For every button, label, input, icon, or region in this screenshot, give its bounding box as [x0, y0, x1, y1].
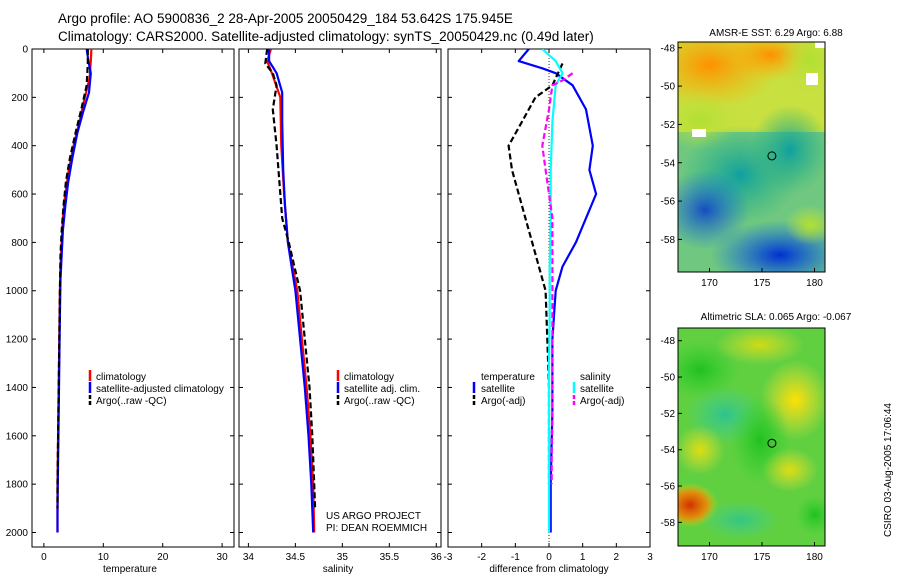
sst-map-title: AMSR-E SST: 6.29 Argo: 6.88 [709, 28, 843, 39]
legend-label-argo: Argo(..raw -QC) [96, 396, 167, 407]
x-tick-label: 3 [647, 552, 653, 563]
series-line-salinity-satellite [541, 49, 564, 533]
y-tick-label: 0 [22, 45, 28, 56]
legend-label-satellite-clim: satellite adj. clim. [344, 384, 420, 395]
x-tick-label: 35.5 [380, 552, 400, 563]
x-tick-label: 2 [614, 552, 620, 563]
x-tick-label: 35 [337, 552, 349, 563]
difference-legend: temperature satellite Argo(-adj) salinit… [472, 372, 624, 407]
x-tick-label: 1 [580, 552, 586, 563]
x-tick-label: -1 [511, 552, 520, 563]
lat-tick-label: -48 [661, 43, 676, 54]
y-tick-label: 800 [11, 238, 28, 249]
y-tick-label: 1800 [6, 480, 29, 491]
profile-title: Argo profile: AO 5900836_2 28-Apr-2005 2… [58, 11, 513, 26]
legend-label-sal-satellite: satellite [580, 384, 614, 395]
y-tick-label: 1600 [6, 431, 29, 442]
legend-label-satellite-clim: satellite-adjusted climatology [96, 384, 224, 395]
series-line-temperature-satellite [517, 49, 598, 533]
project-line-2: PI: DEAN ROEMMICH [326, 523, 427, 534]
legend-label-temperature: temperature [481, 372, 535, 383]
lat-tick-label: -52 [661, 409, 676, 420]
salinity-panel: 34 34.5 35 35.5 36 salinity climatology sate… [238, 48, 443, 575]
series-line-argo-raw-qc- [264, 49, 317, 509]
legend-label-argo: Argo(..raw -QC) [344, 396, 415, 407]
series-line-argo-raw-qc- [56, 49, 89, 509]
sla-map-image [678, 328, 825, 546]
sla-map-frame [677, 327, 826, 547]
temperature-panel: 0 10 20 30 0 200 400 600 800 1000 1200 1400 1600 1800… [6, 45, 235, 575]
legend-label-sal-argo: Argo(-adj) [580, 396, 624, 407]
lat-tick-label: -48 [661, 336, 676, 347]
difference-xlabel: difference from climatology [489, 564, 608, 575]
lat-tick-label: -58 [661, 235, 676, 246]
series-line-temperature-argo-adj- [507, 63, 564, 485]
lat-tick-label: -54 [661, 158, 676, 169]
lat-tick-label: -52 [661, 120, 676, 131]
sst-map-frame [677, 41, 826, 273]
x-tick-label: 34.5 [286, 552, 306, 563]
x-tick-label: 0 [546, 552, 552, 563]
x-tick-label: 30 [217, 552, 229, 563]
lon-tick-label: 180 [806, 552, 823, 563]
x-tick-label: -2 [477, 552, 486, 563]
lat-tick-label: -54 [661, 445, 676, 456]
sst-map-image [678, 42, 825, 272]
temperature-axes-box [31, 48, 235, 548]
sst-map-panel: AMSR-E SST: 6.29 Argo: 6.88 -48 -50 -52 -54… [661, 28, 844, 289]
climatology-title: Climatology: CARS2000. Satellite-adjuste… [58, 29, 594, 44]
y-tick-label: 400 [11, 141, 28, 152]
x-tick-label: 10 [98, 552, 110, 563]
sla-map-title: Altimetric SLA: 0.065 Argo: -0.067 [701, 312, 852, 323]
legend-label-temp-satellite: satellite [481, 384, 515, 395]
temperature-xlabel: temperature [103, 564, 157, 575]
salinity-legend: climatology satellite adj. clim. Argo(..… [336, 370, 420, 407]
salinity-xlabel: salinity [323, 564, 354, 575]
x-tick-label: 34 [243, 552, 255, 563]
lon-tick-label: 175 [754, 278, 771, 289]
legend-label-salinity: salinity [580, 372, 611, 383]
y-tick-label: 600 [11, 190, 28, 201]
sla-map-panel: Altimetric SLA: 0.065 Argo: -0.067 -48 -5… [661, 312, 852, 563]
legend-label-temp-argo: Argo(-adj) [481, 396, 525, 407]
lat-tick-label: -56 [661, 197, 676, 208]
lat-tick-label: -56 [661, 482, 676, 493]
y-tick-label: 200 [11, 93, 28, 104]
y-tick-label: 1000 [6, 286, 29, 297]
y-tick-label: 1400 [6, 383, 29, 394]
lon-tick-label: 175 [754, 552, 771, 563]
x-tick-label: 0 [41, 552, 47, 563]
difference-panel: -3 -2 -1 0 1 2 3 difference from climatology t… [444, 48, 653, 575]
lon-tick-label: 170 [701, 278, 718, 289]
y-tick-label: 1200 [6, 335, 29, 346]
y-tick-label: 2000 [6, 528, 29, 539]
salinity-axes-box [238, 48, 442, 548]
lat-tick-label: -58 [661, 518, 676, 529]
float-location-marker [767, 438, 777, 448]
lon-tick-label: 170 [701, 552, 718, 563]
lon-tick-label: 180 [806, 278, 823, 289]
project-line-1: US ARGO PROJECT [326, 511, 421, 522]
legend-label-climatology: climatology [344, 372, 394, 383]
x-tick-label: -3 [444, 552, 453, 563]
float-location-marker [767, 151, 777, 161]
lat-tick-label: -50 [661, 82, 676, 93]
lat-tick-label: -50 [661, 373, 676, 384]
x-tick-label: 36 [431, 552, 443, 563]
series-line-salinity-argo-adj- [541, 72, 574, 485]
legend-label-climatology: climatology [96, 372, 146, 383]
credit-timestamp: CSIRO 03-Aug-2005 17:06:44 [883, 403, 894, 537]
temperature-legend: climatology satellite-adjusted climatolo… [88, 370, 224, 407]
x-tick-label: 20 [157, 552, 169, 563]
